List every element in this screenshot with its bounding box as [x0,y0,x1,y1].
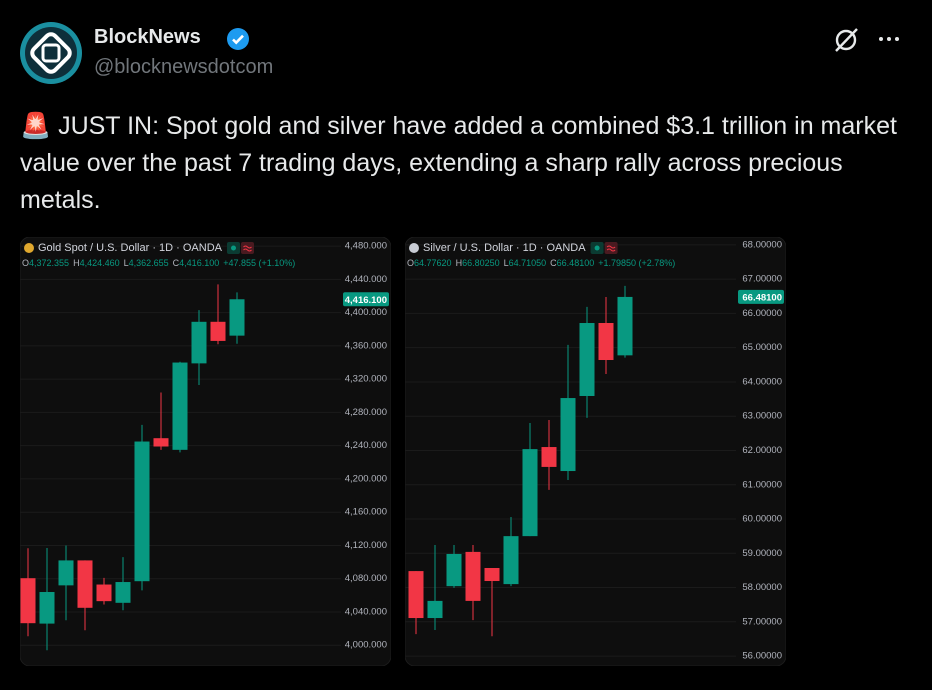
candle-body [77,560,93,608]
status-wave [243,245,252,252]
ohlc-value: 4,372.355 [29,258,69,268]
y-tick-label: 66.00000 [742,308,782,319]
silver-chart[interactable]: 56.00000 57.00000 58.00000 59.00000 60.00000… [405,237,786,666]
y-tick-label: 62.00000 [742,445,782,456]
ohlc-value: 4,424.460 [80,258,120,268]
candle-body [503,536,519,585]
y-tick-label: 67.00000 [742,274,782,285]
y-tick-label: 4,480.000 [345,241,387,252]
ohlc-key: L [504,258,509,268]
candle-body [541,447,557,467]
ohlc-key: L [124,258,129,268]
candle-body [427,600,443,619]
candle-body [20,578,36,624]
candle-body [465,551,481,601]
y-tick-label: 68.00000 [742,239,782,250]
ohlc-change: +47.855 (+1.10%) [223,258,295,268]
candle-body [210,321,226,341]
verified-badge [227,28,249,50]
ohlc-value: 4,362.655 [129,258,169,268]
candle-body [115,582,131,603]
more-menu[interactable] [876,30,904,48]
symbol-icon [409,243,419,253]
y-tick-label: 4,400.000 [345,307,387,318]
candle-body [39,592,55,624]
status-badge [241,242,254,254]
ohlc-legend: O4,372.355 H4,424.460 L4,362.655 C4,416.100… [22,258,295,268]
price-tag [738,289,784,304]
y-tick-label: 4,440.000 [345,274,387,285]
ohlc-value: 64.71050 [509,258,547,268]
y-tick-label: 4,000.000 [345,640,387,651]
y-tick-label: 65.00000 [742,342,782,353]
y-tick-label: 61.00000 [742,479,782,490]
y-tick-label: 4,080.000 [345,573,387,584]
y-tick-label: 57.00000 [742,616,782,627]
candle-body [484,568,500,582]
panel-bg [405,237,786,666]
y-tick-label: 63.00000 [742,411,782,422]
ohlc-value: 66.48100 [557,258,595,268]
price-tag-label: 4,416.100 [345,295,387,306]
ohlc-key: C [550,258,557,268]
avatar[interactable] [20,22,82,84]
candle-body [134,441,150,582]
y-tick-label: 58.00000 [742,582,782,593]
candle-body [58,560,74,586]
tweet-text: 🚨 JUST IN: Spot gold and silver have add… [20,112,897,214]
ohlc-value: 4,416.100 [179,258,219,268]
y-tick-label: 56.00000 [742,651,782,662]
y-tick-label: 4,360.000 [345,340,387,351]
status-wave [606,245,616,252]
ohlc-key: H [73,258,80,268]
candle-body [229,299,245,336]
ohlc-key: C [173,258,180,268]
author-handle[interactable]: @blocknewsdotcom [94,56,274,78]
candle-body [522,449,538,537]
ohlc-key: O [22,258,29,268]
ohlc-key: O [407,258,414,268]
price-tag-label: 66.48100 [742,292,782,303]
ohlc-value: 66.80250 [462,258,500,268]
price-tag [343,292,389,307]
candle-body [96,584,112,602]
symbol-icon [24,243,34,253]
candle-body [172,362,188,450]
y-tick-label: 4,160.000 [345,507,387,518]
ohlc-change: +1.79850 (+2.78%) [598,258,675,268]
status-dot [594,245,600,251]
ohlc-key: H [456,258,463,268]
gold-chart[interactable]: 4,000.000 4,040.000 4,080.000 4,120.000 4,16… [20,237,391,666]
panel-bg [20,237,391,666]
status-dot [231,245,236,251]
candle-body [579,323,595,396]
candle-body [408,571,424,619]
status-badge [604,242,618,254]
candle-body [153,438,169,447]
grok-icon[interactable] [832,26,862,54]
y-tick-label: 4,200.000 [345,473,387,484]
y-tick-label: 4,320.000 [345,374,387,385]
candle-body [446,553,462,587]
chart-title: Silver / U.S. Dollar · 1D · OANDA [423,242,586,254]
y-tick-label: 4,280.000 [345,407,387,418]
ohlc-value: 64.77620 [414,258,452,268]
candle-body [191,321,207,364]
chart-title: Gold Spot / U.S. Dollar · 1D · OANDA [38,242,223,254]
y-tick-label: 4,240.000 [345,440,387,451]
y-tick-label: 60.00000 [742,514,782,525]
ohlc-legend: O64.77620 H66.80250 L64.71050 C66.48100 +1.7… [407,258,675,268]
candle-body [560,398,576,472]
y-tick-label: 64.00000 [742,376,782,387]
candle-body [598,323,614,361]
y-tick-label: 59.00000 [742,548,782,559]
author-name[interactable]: BlockNews [94,26,201,48]
candle-body [617,296,633,356]
y-tick-label: 4,120.000 [345,540,387,551]
y-tick-label: 4,040.000 [345,606,387,617]
